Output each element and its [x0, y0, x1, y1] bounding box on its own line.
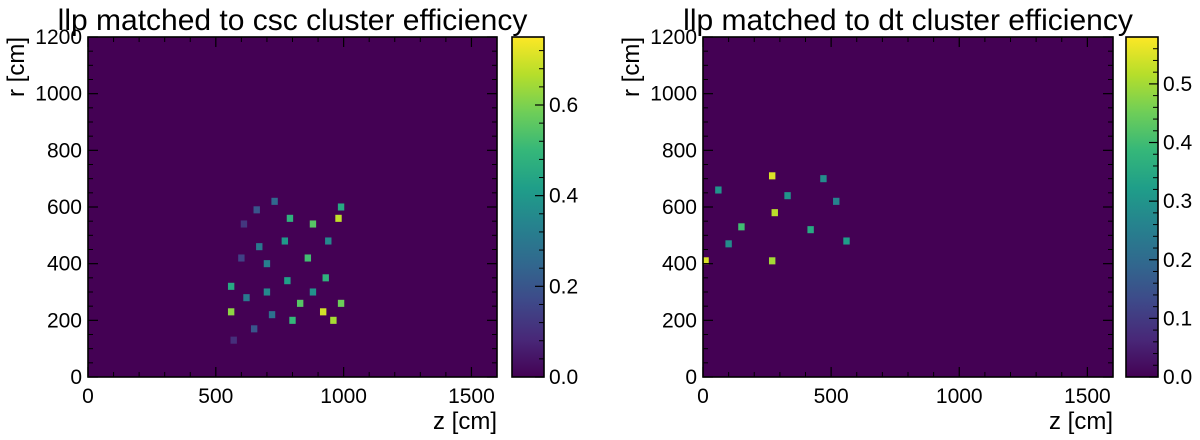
heatmap-cell	[843, 237, 850, 245]
heatmap-cell	[337, 299, 345, 307]
y-tick-label: 1200	[35, 26, 82, 49]
heatmap-cell	[271, 197, 278, 205]
heatmap-cell	[309, 288, 317, 296]
y-tick-label: 0	[685, 366, 697, 389]
heatmap-cell	[784, 192, 791, 200]
colorbar-tick-label: 0.4	[1163, 132, 1193, 155]
heatmap-cell	[702, 257, 709, 265]
heatmap-cell	[304, 254, 312, 262]
colorbar-tick-label: 0.2	[549, 275, 578, 298]
heatmap-cell	[768, 257, 776, 265]
x-tick-label: 1500	[448, 385, 495, 408]
heatmap-cell	[715, 186, 722, 194]
y-tick-label: 400	[47, 253, 82, 276]
x-tick-label: 500	[198, 385, 233, 408]
y-tick-label: 400	[662, 253, 697, 276]
heatmap-cell	[309, 220, 317, 228]
colorbar-frame-dt	[1125, 36, 1159, 378]
heatmap-cell	[833, 197, 840, 205]
colorbar-tick-label: 0.5	[1163, 73, 1192, 96]
heatmap-cell	[322, 274, 329, 282]
chart-title-dt: llp matched to dt cluster efficiency	[683, 4, 1133, 37]
heatmap-cell	[330, 316, 337, 324]
heatmap-cell	[253, 206, 260, 214]
chart-title-csc: llp matched to csc cluster efficiency	[58, 4, 528, 37]
y-tick-label: 1000	[650, 83, 697, 106]
heatmap-cell	[238, 254, 245, 262]
heatmap-cell	[263, 260, 271, 268]
heatmap-cell	[286, 214, 294, 222]
colorbar-dt	[1126, 37, 1158, 377]
heatmap-cell	[281, 237, 289, 245]
heatmap-cell	[256, 243, 263, 251]
x-axis-label-csc: z [cm]	[433, 408, 497, 435]
x-tick-label: 1500	[1064, 385, 1111, 408]
colorbar-csc	[512, 37, 544, 377]
heatmap-cell	[230, 336, 237, 344]
x-tick-label: 1000	[936, 385, 983, 408]
heatmap-cell	[337, 203, 345, 211]
y-tick-label: 800	[47, 139, 82, 162]
y-tick-label: 0	[70, 366, 82, 389]
heatmap-cell	[250, 325, 258, 333]
x-tick-label: 0	[82, 385, 94, 408]
heatmap-cell	[771, 209, 778, 217]
colorbar-tick-label: 0.3	[1163, 190, 1192, 213]
heatmap-cell	[725, 240, 732, 248]
heatmap-cell	[319, 308, 327, 316]
y-tick-label: 600	[662, 196, 697, 219]
colorbar-tick-label: 0.4	[549, 185, 579, 208]
x-axis-label-dt: z [cm]	[1049, 408, 1113, 435]
heatmap-cells-csc	[227, 197, 345, 344]
heatmap-cell	[820, 175, 827, 183]
colorbar-tick-label: 0.0	[549, 366, 578, 389]
heatmap-cell	[807, 226, 814, 234]
heatmap-cell	[738, 223, 745, 231]
heatmap-cell	[335, 214, 342, 222]
heatmap-cell	[296, 299, 304, 307]
y-axis-label-dt: r [cm]	[618, 37, 645, 97]
heatmap-cell	[325, 237, 332, 245]
y-tick-label: 1200	[650, 26, 697, 49]
heatmap-cell	[768, 172, 776, 180]
colorbar-tick-label: 0.0	[1163, 366, 1192, 389]
x-tick-label: 1000	[320, 385, 367, 408]
y-tick-label: 200	[662, 309, 697, 332]
plot-background-dt	[703, 37, 1113, 377]
x-tick-label: 500	[814, 385, 849, 408]
heatmap-cell	[227, 282, 235, 290]
heatmap-cells-dt	[702, 172, 850, 265]
y-axis-label-csc: r [cm]	[3, 37, 30, 97]
heatmap-cell	[284, 277, 291, 285]
heatmap-cell	[227, 308, 235, 316]
colorbar-frame-csc	[511, 36, 545, 378]
heatmap-cell	[268, 311, 276, 319]
plot-background-csc	[88, 37, 497, 377]
y-tick-label: 600	[47, 196, 82, 219]
y-tick-label: 800	[662, 139, 697, 162]
heatmap-cell	[289, 316, 296, 324]
colorbar-tick-label: 0.6	[549, 94, 578, 117]
x-tick-label: 0	[697, 385, 709, 408]
heatmap-cell	[240, 220, 248, 228]
y-tick-label: 1000	[35, 83, 82, 106]
heatmap-cell	[263, 288, 271, 296]
heatmap-cell	[243, 294, 250, 302]
colorbar-tick-label: 0.1	[1163, 307, 1192, 330]
y-tick-label: 200	[47, 309, 82, 332]
colorbar-tick-label: 0.2	[1163, 249, 1192, 272]
